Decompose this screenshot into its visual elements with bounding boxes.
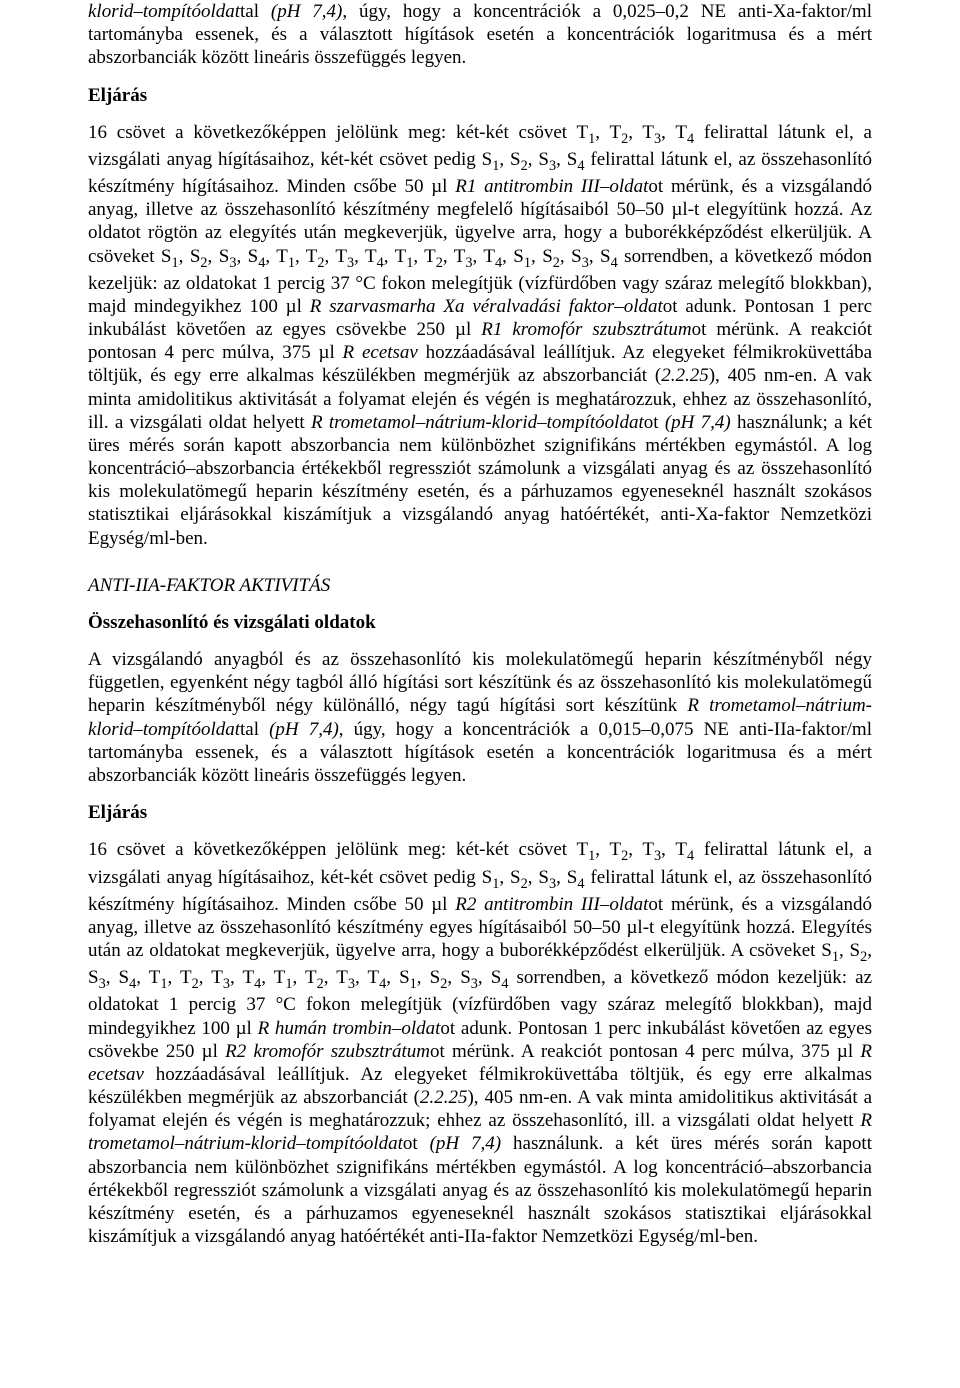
- heading-osszehasonlito: Összehasonlító és vizsgálati oldatok: [88, 611, 872, 634]
- heading-eljaras-2: Eljárás: [88, 801, 872, 824]
- procedure-paragraph-2: 16 csövet a következőképpen jelölünk meg…: [88, 838, 872, 1248]
- heading-anti-iia: ANTI-IIA-FAKTOR AKTIVITÁS: [88, 574, 872, 597]
- procedure-paragraph-1: 16 csövet a következőképpen jelölünk meg…: [88, 121, 872, 550]
- heading-eljaras-1: Eljárás: [88, 84, 872, 107]
- intro-paragraph: klorid–tompítóoldattal (pH 7,4), úgy, ho…: [88, 0, 872, 70]
- comparison-paragraph: A vizsgálandó anyagból és az összehasonl…: [88, 648, 872, 787]
